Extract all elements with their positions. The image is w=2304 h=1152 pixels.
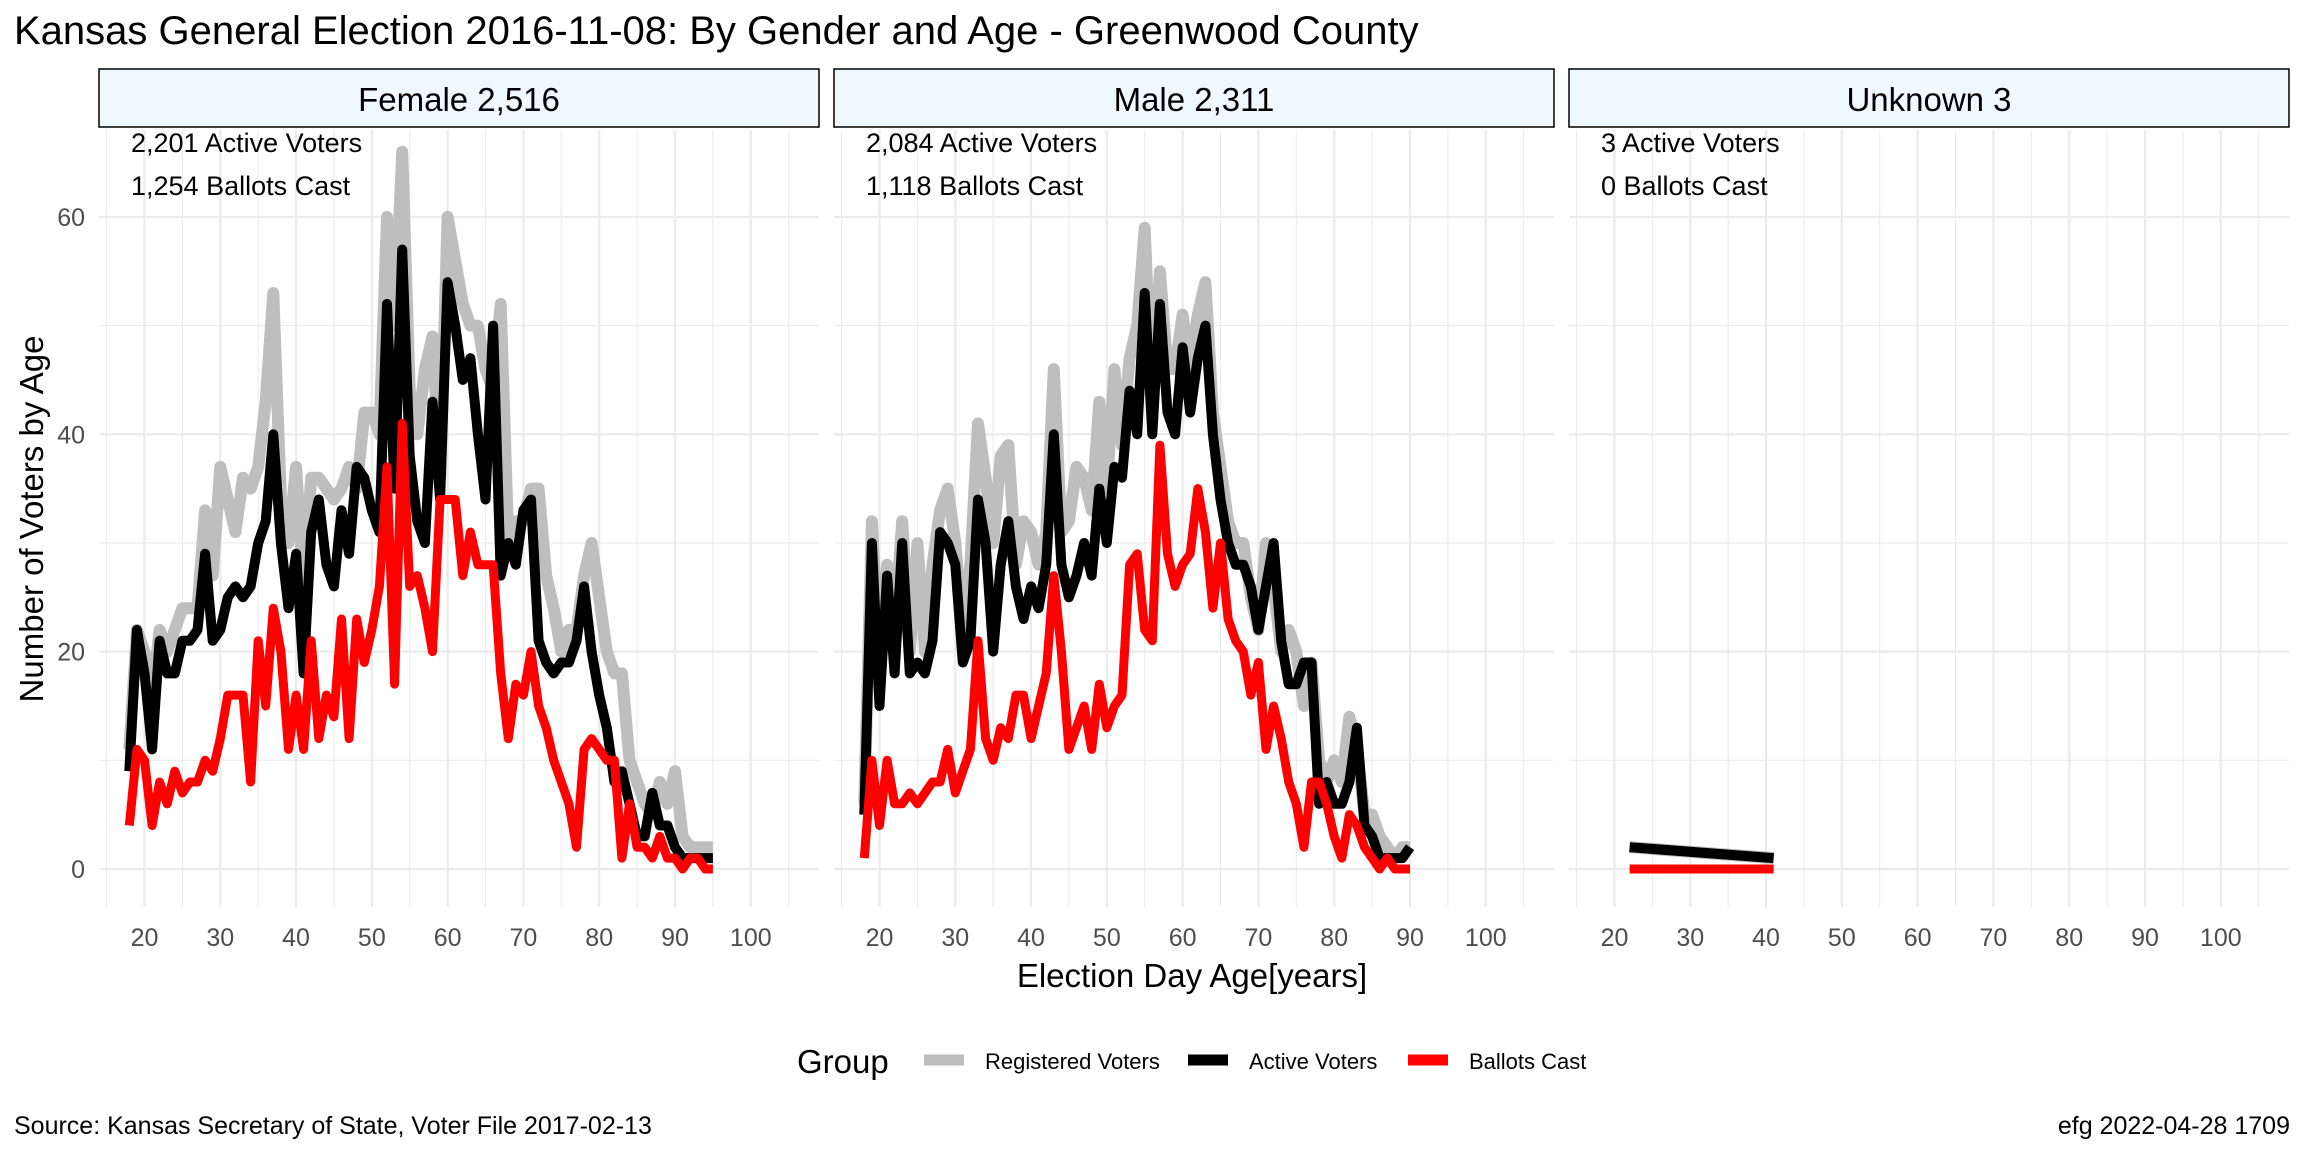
x-tick-label: 90 [2131, 924, 2159, 952]
panels: Female 2,516 2,201 Active Voters 1,254 Bal… [57, 68, 2290, 952]
x-tick-label: 90 [661, 924, 689, 952]
legend-label: Active Voters [1249, 1049, 1377, 1074]
series-active-voters [1629, 842, 1774, 864]
panel-annotation: 3 Active Voters [1601, 128, 1780, 158]
x-tick-label: 40 [282, 924, 310, 952]
x-tick-label: 20 [1601, 924, 1629, 952]
x-tick-label: 80 [2055, 924, 2083, 952]
legend-items: Registered Voters Active Voters Ballots Ca… [924, 1049, 1586, 1074]
x-tick-label: 70 [1245, 924, 1273, 952]
y-tick-label: 20 [57, 639, 85, 667]
series-ballots-cast [124, 418, 713, 874]
x-tick-label: 60 [1169, 924, 1197, 952]
x-tick-label: 40 [1752, 924, 1780, 952]
legend-label: Ballots Cast [1469, 1049, 1586, 1074]
x-tick-label: 30 [941, 924, 969, 952]
legend-label: Registered Voters [985, 1049, 1160, 1074]
panel-annotation: 1,118 Ballots Cast [866, 171, 1084, 201]
legend-item-ballots-cast: Ballots Cast [1408, 1049, 1586, 1074]
y-tick-label: 0 [71, 856, 85, 884]
x-tick-label: 100 [1465, 924, 1507, 952]
legend-item-active-voters: Active Voters [1188, 1049, 1377, 1074]
x-tick-label: 80 [1320, 924, 1348, 952]
x-tick-label: 100 [730, 924, 772, 952]
x-tick-label: 50 [1828, 924, 1856, 952]
series-active-voters [859, 288, 1415, 864]
x-tick-label: 20 [131, 924, 159, 952]
x-tick-label: 60 [1904, 924, 1932, 952]
x-tick-label: 70 [510, 924, 538, 952]
panel-strip-label: Unknown 3 [1846, 81, 2011, 118]
panel-annotation: 2,084 Active Voters [866, 128, 1097, 158]
panel-annotation: 1,254 Ballots Cast [131, 171, 351, 201]
x-tick-label: 100 [2200, 924, 2242, 952]
panel-female-2-516: Female 2,516 2,201 Active Voters 1,254 Bal… [57, 68, 820, 952]
panel-strip [833, 68, 1555, 128]
x-tick-label: 50 [358, 924, 386, 952]
panel-annotation: 2,201 Active Voters [131, 128, 362, 158]
x-axis-label: Election Day Age[years] [1017, 957, 1367, 994]
panel-strip [98, 68, 820, 128]
panel-male-2-311: Male 2,311 2,084 Active Voters 1,118 Ballo… [833, 68, 1555, 952]
x-tick-label: 20 [866, 924, 894, 952]
y-tick-label: 40 [57, 421, 85, 449]
x-tick-label: 60 [434, 924, 462, 952]
series-ballots-cast [859, 440, 1410, 874]
x-tick-label: 50 [1093, 924, 1121, 952]
grid [1569, 130, 2289, 907]
series-registered-voters [123, 145, 713, 854]
x-tick-label: 30 [1676, 924, 1704, 952]
source-note: Source: Kansas Secretary of State, Voter… [14, 1112, 652, 1140]
y-tick-label: 60 [57, 204, 85, 232]
y-axis-label: Number of Voters by Age [13, 336, 50, 703]
x-tick-label: 40 [1017, 924, 1045, 952]
x-tick-label: 80 [585, 924, 613, 952]
x-tick-label: 90 [1396, 924, 1424, 952]
legend: Group Registered Voters Active Voters Ball… [797, 1043, 1586, 1080]
panel-annotation: 0 Ballots Cast [1601, 171, 1768, 201]
panel-strip [1568, 68, 2290, 128]
panel-strip-label: Male 2,311 [1114, 81, 1275, 118]
legend-item-registered-voters: Registered Voters [924, 1049, 1160, 1074]
chart-title: Kansas General Election 2016-11-08: By G… [14, 9, 1419, 53]
x-tick-label: 30 [206, 924, 234, 952]
timestamp-note: efg 2022-04-28 1709 [2058, 1112, 2290, 1140]
x-tick-label: 70 [1980, 924, 2008, 952]
panel-strip-label: Female 2,516 [358, 81, 560, 118]
panel-unknown-3: Unknown 3 3 Active Voters 0 Ballots Cast 20… [1568, 68, 2290, 952]
legend-title: Group [797, 1043, 889, 1080]
